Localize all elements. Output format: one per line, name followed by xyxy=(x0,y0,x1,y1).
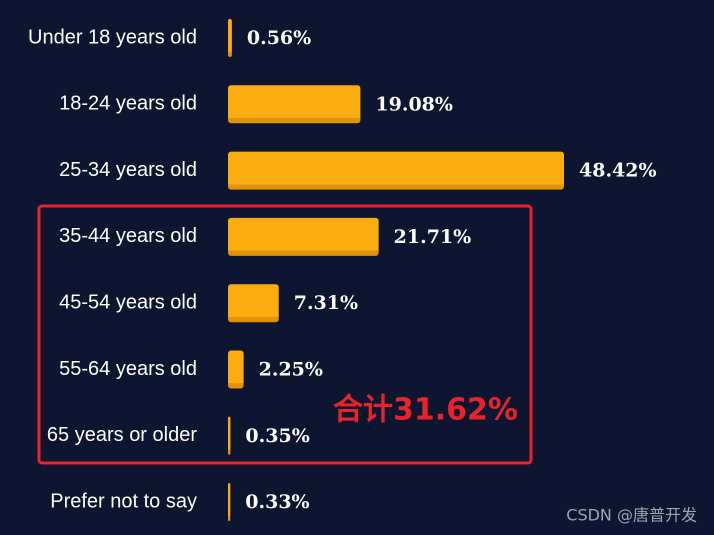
category-label: 35-44 years old xyxy=(59,225,197,247)
category-label: 18-24 years old xyxy=(59,93,197,115)
annotation: 合计31.62% xyxy=(333,393,518,428)
bar xyxy=(228,483,231,522)
value-label: 0.56% xyxy=(247,27,311,49)
value-label: 21.71% xyxy=(394,226,472,248)
bar xyxy=(228,151,564,190)
value-label: 19.08% xyxy=(375,93,453,115)
bar xyxy=(228,217,379,256)
value-label: 2.25% xyxy=(259,359,323,381)
category-label: Under 18 years old xyxy=(28,26,197,48)
value-label: 7.31% xyxy=(294,292,358,314)
bar xyxy=(228,284,279,323)
bar xyxy=(228,19,232,57)
bar xyxy=(228,85,361,124)
bar xyxy=(228,416,231,455)
category-label: 45-54 years old xyxy=(59,291,197,313)
category-label: 55-64 years old xyxy=(59,358,197,380)
value-label: 0.33% xyxy=(245,491,309,513)
bar xyxy=(228,350,244,389)
watermark: CSDN @唐普开发 xyxy=(566,506,697,525)
category-label: 65 years or older xyxy=(47,424,197,446)
highlight-box xyxy=(37,204,533,465)
category-label: Prefer not to say xyxy=(50,490,197,512)
value-label: 0.35% xyxy=(245,425,309,447)
category-label: 25-34 years old xyxy=(59,159,197,181)
value-label: 48.42% xyxy=(579,160,657,182)
